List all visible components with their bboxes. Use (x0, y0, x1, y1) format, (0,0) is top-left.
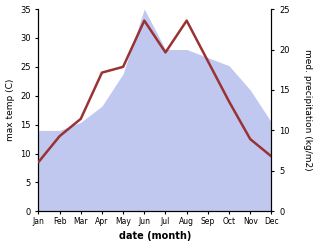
Y-axis label: max temp (C): max temp (C) (5, 79, 15, 141)
X-axis label: date (month): date (month) (119, 231, 191, 242)
Y-axis label: med. precipitation (kg/m2): med. precipitation (kg/m2) (303, 49, 313, 171)
